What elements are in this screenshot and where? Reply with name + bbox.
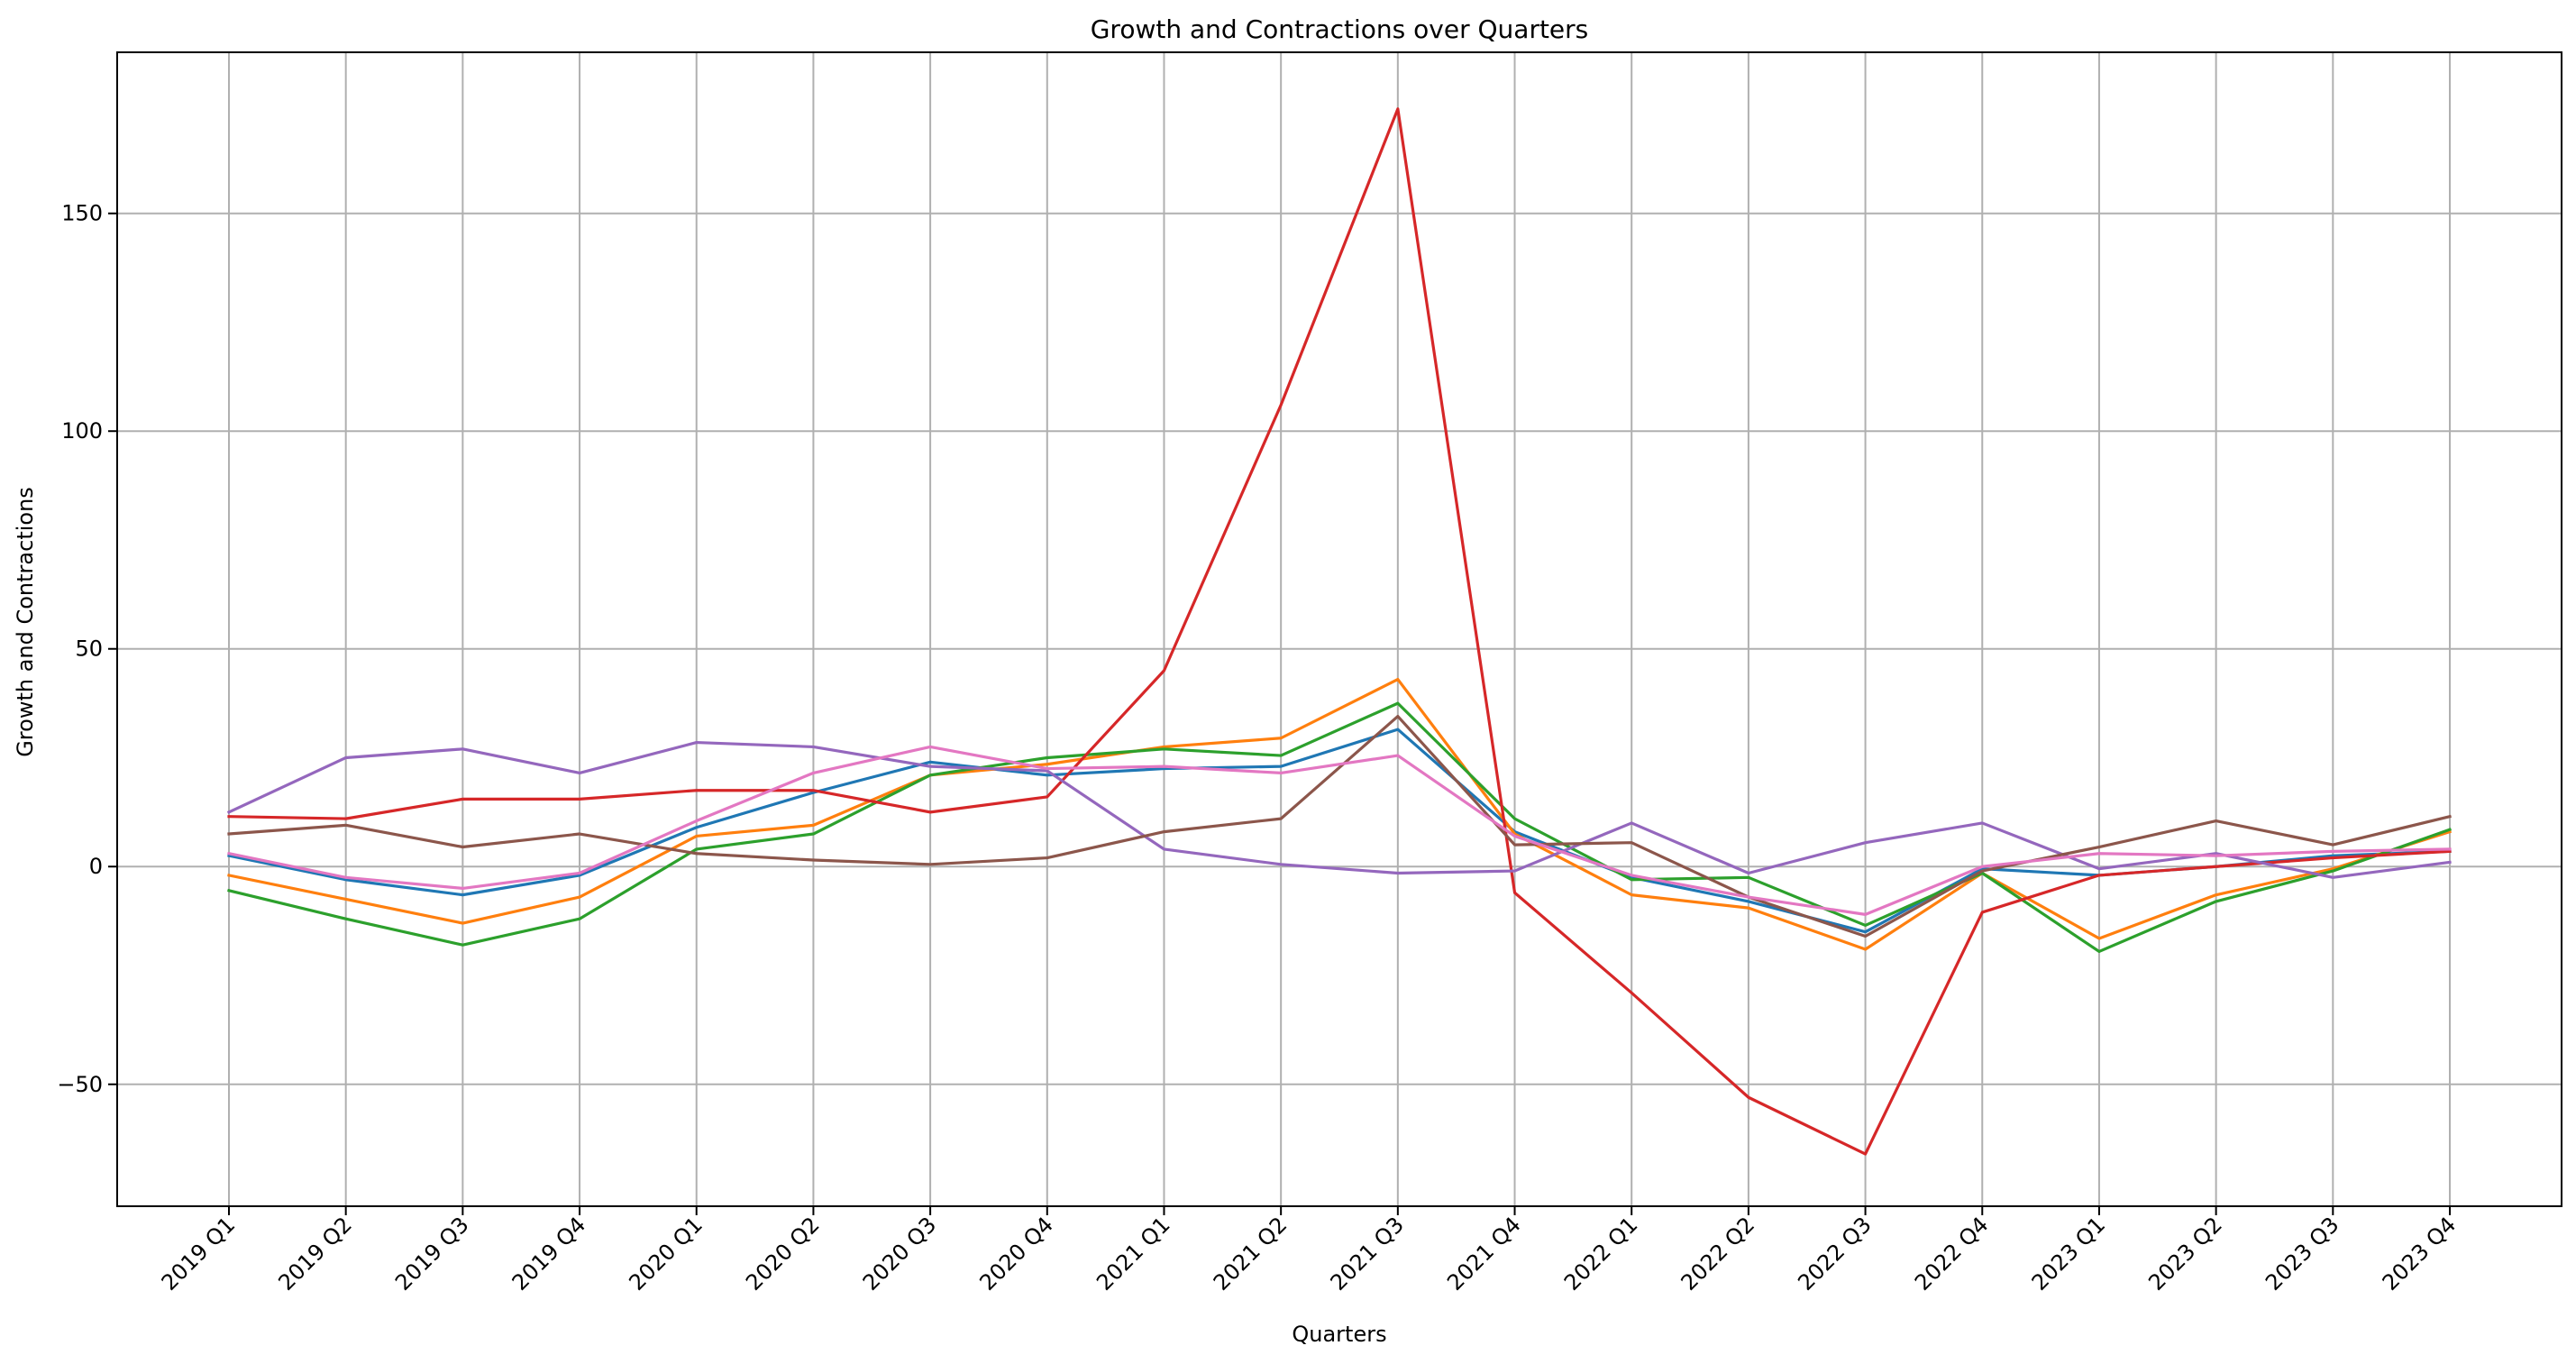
x-tick-label: 2019 Q3: [390, 1212, 474, 1295]
x-tick-label: 2021 Q1: [1092, 1212, 1175, 1295]
y-tick-label: −50: [57, 1072, 103, 1097]
series-line-2: [227, 677, 2453, 951]
x-tick-label: 2022 Q3: [1793, 1212, 1877, 1295]
y-tick-label: 100: [61, 418, 103, 444]
series-line-5: [226, 740, 2452, 879]
x-tick-label: 2020 Q1: [624, 1212, 708, 1295]
series-line-3: [227, 701, 2453, 954]
series-lines: [226, 107, 2453, 1156]
x-axis-label: Quarters: [1292, 1322, 1386, 1347]
series-line-6: [227, 715, 2452, 938]
x-tick-label: 2020 Q2: [741, 1212, 825, 1295]
axes: 2019 Q1 2019 Q2 2019 Q3 2019 Q4 2020 Q1 2020 …: [57, 51, 2562, 1295]
series-line-7: [227, 745, 2452, 916]
y-tick-label: 0: [89, 854, 103, 879]
chart-title: Growth and Contractions over Quarters: [1091, 14, 1589, 44]
y-tick-label: 150: [61, 201, 103, 226]
x-tick-label: 2023 Q3: [2261, 1212, 2344, 1295]
x-tick-label: 2020 Q3: [858, 1212, 942, 1295]
x-tick-label: 2023 Q2: [2143, 1212, 2227, 1295]
x-tick-label: 2021 Q3: [1326, 1212, 1410, 1295]
plot-frame: [116, 51, 2562, 1207]
x-tick-label: 2019 Q4: [507, 1212, 591, 1295]
grid: [117, 52, 2562, 1206]
x-tick-label: 2020 Q4: [974, 1212, 1058, 1295]
x-tick-label: 2023 Q4: [2378, 1212, 2462, 1295]
x-tick-label: 2019 Q1: [157, 1212, 241, 1295]
series-line-1: [227, 728, 2452, 934]
x-tick-label: 2021 Q2: [1209, 1212, 1293, 1295]
x-tick-label: 2022 Q4: [1910, 1212, 1994, 1295]
x-tick-label: 2021 Q4: [1442, 1212, 1526, 1295]
series-line-4: [227, 107, 2452, 1156]
y-axis-label: Growth and Contractions: [13, 487, 38, 757]
x-tick-label: 2022 Q1: [1559, 1212, 1643, 1295]
x-tick-label: 2022 Q2: [1676, 1212, 1760, 1295]
x-tick-label: 2019 Q2: [273, 1212, 357, 1295]
x-tick-label: 2023 Q1: [2027, 1212, 2111, 1295]
y-tick-label: 50: [75, 636, 103, 662]
